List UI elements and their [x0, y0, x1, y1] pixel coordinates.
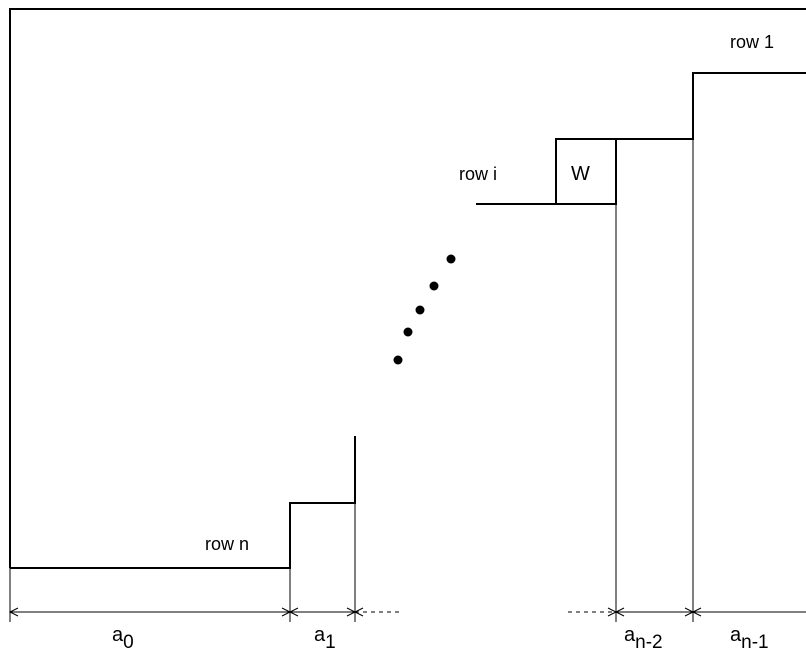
w-box: [555, 138, 617, 205]
width-label-an2: an-2: [624, 624, 663, 651]
row-i-label: row i: [459, 164, 497, 184]
staircase-upper: [476, 72, 806, 205]
frame-outline: [9, 8, 806, 568]
width-label-a0: a0: [112, 624, 134, 651]
w-label: W: [571, 163, 590, 185]
dimension-arrows: [8, 607, 806, 617]
ellipsis-dots: [393, 254, 456, 365]
width-label-an1: an-1: [730, 624, 769, 651]
width-label-a1: a1: [314, 624, 336, 651]
row-1-label: row 1: [730, 32, 774, 52]
staircase-lower: [10, 436, 356, 569]
row-n-label: row n: [205, 534, 249, 554]
